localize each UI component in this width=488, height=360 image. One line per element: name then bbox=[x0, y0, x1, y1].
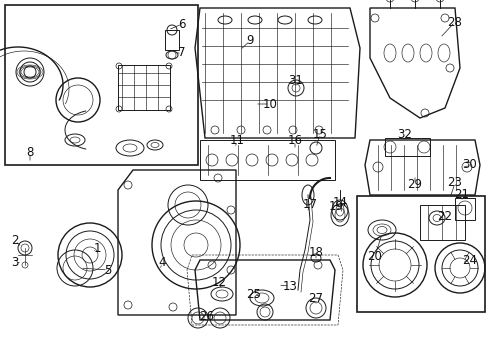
Text: 32: 32 bbox=[397, 129, 411, 141]
Text: 4: 4 bbox=[158, 256, 165, 270]
Text: 6: 6 bbox=[178, 18, 185, 31]
Text: 25: 25 bbox=[246, 288, 261, 302]
Text: 8: 8 bbox=[26, 147, 34, 159]
Text: 31: 31 bbox=[288, 73, 303, 86]
Text: 3: 3 bbox=[11, 256, 19, 270]
Text: 12: 12 bbox=[211, 275, 226, 288]
Text: 21: 21 bbox=[453, 189, 468, 202]
Text: 14: 14 bbox=[332, 197, 347, 210]
Text: 18: 18 bbox=[308, 247, 323, 260]
Bar bbox=[200, 140, 334, 180]
Text: 10: 10 bbox=[262, 98, 277, 111]
Text: 29: 29 bbox=[407, 177, 422, 190]
Bar bbox=[5, 5, 198, 165]
Text: 19: 19 bbox=[328, 201, 343, 213]
Text: 1: 1 bbox=[93, 243, 101, 256]
Text: 5: 5 bbox=[104, 264, 111, 276]
Text: 22: 22 bbox=[437, 211, 451, 224]
Text: 16: 16 bbox=[287, 135, 302, 148]
Text: 26: 26 bbox=[199, 310, 214, 323]
Text: 13: 13 bbox=[282, 279, 297, 292]
Text: 27: 27 bbox=[308, 292, 323, 306]
Bar bbox=[384, 138, 429, 156]
Text: 28: 28 bbox=[447, 15, 462, 28]
Text: 17: 17 bbox=[302, 198, 317, 211]
Bar bbox=[164, 30, 179, 50]
Text: 23: 23 bbox=[447, 176, 462, 189]
Bar bbox=[356, 196, 484, 312]
Text: 24: 24 bbox=[462, 253, 476, 266]
Text: 2: 2 bbox=[11, 234, 19, 248]
Bar bbox=[118, 65, 170, 110]
Text: 30: 30 bbox=[462, 158, 476, 171]
Bar bbox=[419, 205, 464, 240]
Text: 9: 9 bbox=[246, 35, 253, 48]
Text: 15: 15 bbox=[312, 127, 327, 140]
Text: 7: 7 bbox=[178, 46, 185, 59]
Bar bbox=[454, 198, 474, 220]
Text: 11: 11 bbox=[229, 135, 244, 148]
Text: 20: 20 bbox=[367, 249, 382, 262]
